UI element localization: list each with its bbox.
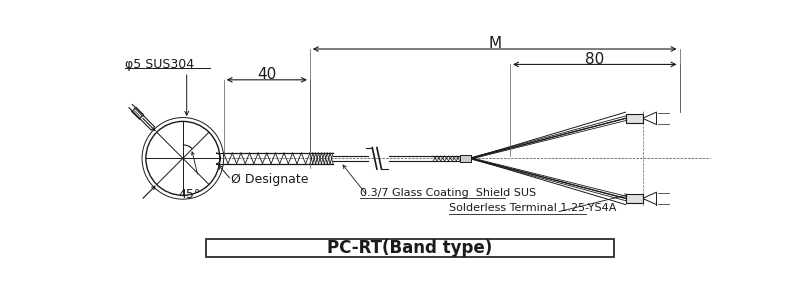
Bar xyxy=(460,154,471,162)
Text: 80: 80 xyxy=(585,52,605,67)
Text: +: + xyxy=(630,113,638,123)
Text: PC-RT(Band type): PC-RT(Band type) xyxy=(327,239,493,257)
Text: 45°: 45° xyxy=(178,188,200,201)
Text: 40: 40 xyxy=(257,67,277,82)
Text: Ø Designate: Ø Designate xyxy=(231,173,309,186)
Text: M: M xyxy=(488,36,502,51)
Text: 0.3/7 Glass Coating  Shield SUS: 0.3/7 Glass Coating Shield SUS xyxy=(360,188,536,198)
Text: Solderless Terminal 1.25-YS4A: Solderless Terminal 1.25-YS4A xyxy=(449,203,616,213)
Bar xyxy=(206,239,614,257)
Text: -: - xyxy=(632,193,636,203)
Bar xyxy=(626,114,642,123)
Bar xyxy=(626,194,642,203)
Text: φ5 SUS304: φ5 SUS304 xyxy=(125,58,194,71)
